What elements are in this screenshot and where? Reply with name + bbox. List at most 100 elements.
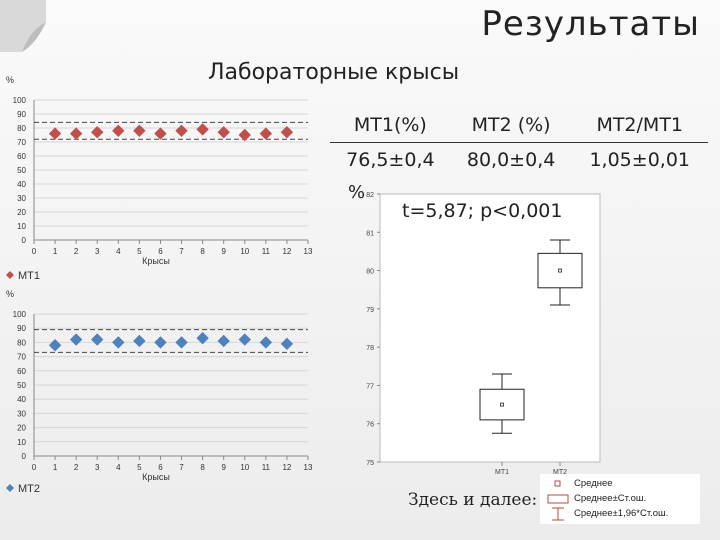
mt1-ytick-label: 40 <box>17 180 26 189</box>
mt1-xtick-label: 9 <box>221 247 226 256</box>
mt2-xtick-label: 4 <box>116 463 121 472</box>
stats-value-mt2: 80,0±0,4 <box>466 149 556 171</box>
mt1-ytick-label: 90 <box>17 110 26 119</box>
mt2-xtick-label: 9 <box>221 463 226 472</box>
mt1-ytick-label: 80 <box>17 124 26 133</box>
mt1-legend-label: MT1 <box>18 270 40 282</box>
box-plot-ylabel: % <box>348 182 366 203</box>
mt2-ytick-label: 20 <box>17 424 26 433</box>
legend-ci-icon <box>552 507 564 521</box>
legend-intro: Здесь и далее: <box>408 490 538 510</box>
mt1-xtick-label: 3 <box>95 247 100 256</box>
mt1-ytick-label: 70 <box>17 138 26 147</box>
stats-table: МТ1(%) МТ2 (%) МТ2/МТ1 76,5±0,4 80,0±0,4… <box>330 108 708 177</box>
mt2-ytick-label: 50 <box>17 381 26 390</box>
box-ytick-label: 81 <box>366 230 374 237</box>
mt1-ytick-label: 30 <box>17 194 26 203</box>
slide-subtitle: Лабораторные крысы <box>208 60 460 85</box>
mt1-xtick-label: 12 <box>282 247 291 256</box>
mt2-xtick-label: 8 <box>200 463 205 472</box>
mt1-ytick-label: 100 <box>13 96 27 105</box>
mt2-ytick-label: 60 <box>17 367 26 376</box>
mt2-ytick-label: 70 <box>17 353 26 362</box>
mt2-xtick-label: 12 <box>282 463 291 472</box>
mt1-data-point <box>238 128 251 142</box>
mt2-xtick-label: 7 <box>179 463 184 472</box>
mt2-ylabel: % <box>6 289 14 299</box>
mt1-ytick-label: 0 <box>22 236 27 245</box>
stats-value-row: 76,5±0,4 80,0±0,4 1,05±0,01 <box>330 143 708 178</box>
legend-item-ci: Среднее±1,96*Ст.ош. <box>540 507 700 521</box>
legend-se-icon <box>547 494 569 504</box>
stats-header-mt2: МТ2 (%) <box>450 108 572 143</box>
mt1-legend-marker <box>6 271 14 279</box>
mt2-data-point <box>175 336 188 349</box>
page-curl-decoration <box>0 0 46 52</box>
box-legend: Среднее Среднее±Ст.ош. Среднее±1,96*Ст.о… <box>540 474 700 524</box>
legend-mean-label: Среднее <box>574 478 613 489</box>
stats-header-mt1: МТ1(%) <box>330 108 451 143</box>
mt1-xlabel: Крысы <box>142 256 170 266</box>
box-ytick-label: 75 <box>366 460 374 467</box>
mt1-ytick-label: 50 <box>17 166 26 175</box>
mt2-ytick-label: 0 <box>22 452 27 461</box>
box-ytick-label: 78 <box>366 345 374 352</box>
mt1-xtick-label: 8 <box>200 247 205 256</box>
mt1-data-point <box>69 127 83 140</box>
legend-item-se: Среднее±Ст.ош. <box>540 492 700 506</box>
mt1-data-point <box>280 125 294 139</box>
mt2-data-point <box>280 337 294 351</box>
mt2-data-point <box>217 334 230 348</box>
mt2-xlabel: Крысы <box>142 472 170 482</box>
stats-value-mt1: 76,5±0,4 <box>346 149 435 171</box>
mt2-xtick-label: 11 <box>262 463 271 472</box>
mt2-data-point <box>259 336 273 349</box>
mt1-data-point <box>196 123 209 136</box>
slide-title: Результаты <box>481 4 700 44</box>
mt2-ytick-label: 100 <box>13 310 27 319</box>
box-mean-marker <box>500 402 504 407</box>
mt1-data-point <box>112 124 125 138</box>
mt1-ytick-label: 20 <box>17 208 26 217</box>
mt2-data-point <box>154 336 167 349</box>
mt1-data-point <box>175 124 188 138</box>
mt1-data-point <box>133 124 146 138</box>
legend-item-mean: Среднее <box>540 477 700 491</box>
mt1-data-point <box>91 125 104 139</box>
mt1-xtick-label: 11 <box>262 247 271 256</box>
stats-value-ratio: 1,05±0,01 <box>589 149 690 171</box>
mt1-xtick-label: 13 <box>304 247 313 256</box>
mt1-xtick-label: 6 <box>158 247 163 256</box>
mt2-data-point <box>48 339 62 352</box>
box-mean-marker <box>558 268 562 273</box>
stats-header-ratio: МТ2/МТ1 <box>571 108 708 143</box>
mt1-xtick-label: 5 <box>137 247 142 256</box>
legend-mean-icon <box>554 480 561 487</box>
mt2-xtick-label: 6 <box>158 463 163 472</box>
mt1-data-point <box>259 127 273 140</box>
mt1-data-point <box>48 127 62 140</box>
mt2-data-point <box>133 334 146 348</box>
box-plot-area <box>379 193 601 463</box>
mt2-data-point <box>112 336 125 349</box>
box-ytick-label: 76 <box>366 422 374 429</box>
mt2-ytick-label: 30 <box>17 409 26 418</box>
mt2-data-point <box>69 333 83 346</box>
mt2-xtick-label: 3 <box>95 463 100 472</box>
mt2-xtick-label: 5 <box>137 463 142 472</box>
legend-se-label: Среднее±Ст.ош. <box>574 493 647 504</box>
mt2-ytick-label: 80 <box>17 338 26 347</box>
legend-ci-label: Среднее±1,96*Ст.ош. <box>574 508 669 519</box>
mt1-data-point <box>217 125 230 139</box>
ttest-result: t=5,87; p<0,001 <box>402 200 563 222</box>
box-ytick-label: 77 <box>366 383 374 390</box>
mt2-xtick-label: 2 <box>74 463 79 472</box>
mt2-ytick-label: 90 <box>17 324 26 333</box>
mt2-xtick-label: 1 <box>53 463 58 472</box>
box-ytick-label: 80 <box>366 269 374 276</box>
stats-header-row: МТ1(%) МТ2 (%) МТ2/МТ1 <box>330 108 708 143</box>
mt1-ytick-label: 60 <box>17 152 26 161</box>
mt1-xtick-label: 2 <box>74 247 79 256</box>
mt1-xtick-label: 1 <box>53 247 58 256</box>
mt2-data-point <box>91 333 104 346</box>
